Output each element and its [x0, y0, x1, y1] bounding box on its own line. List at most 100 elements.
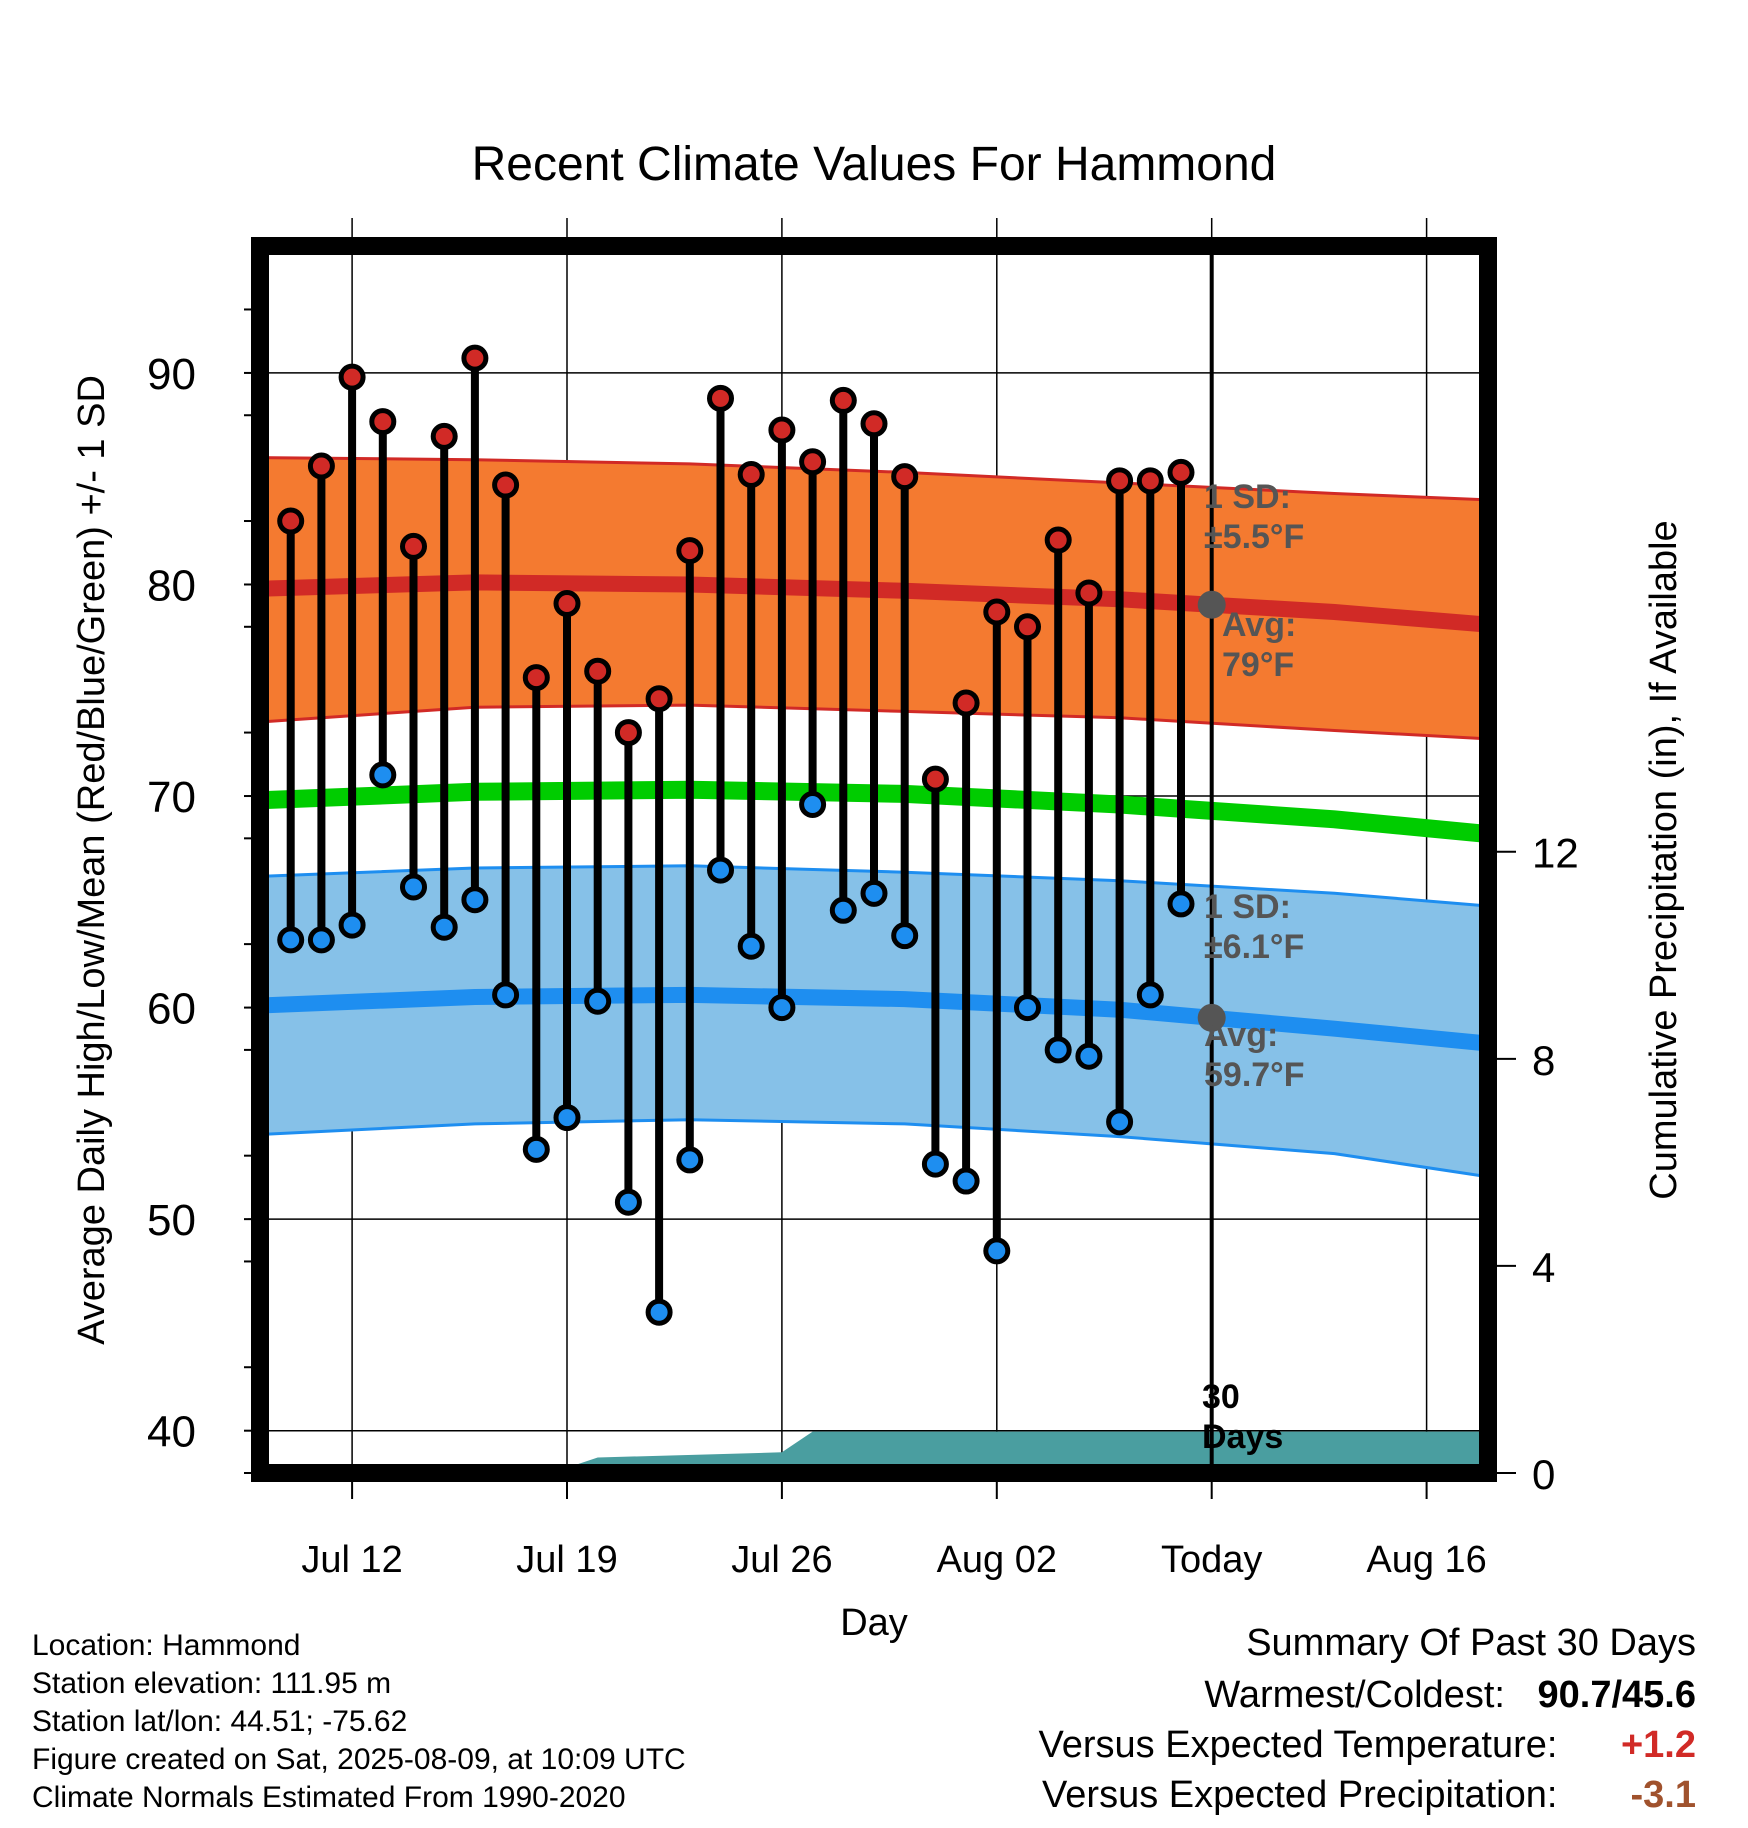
daily-low-marker: [584, 987, 612, 1015]
daily-low-marker: [400, 873, 427, 901]
summary-warmest-coldest: Warmest/Coldest: 90.7/45.6: [1204, 1674, 1696, 1717]
y2-tick-label: 8: [1532, 1037, 1555, 1084]
precipitation-label: Versus Expected Precipitation:: [1042, 1774, 1558, 1816]
x-tick-label: Today: [1161, 1539, 1262, 1581]
precip-cumulative-area: [260, 1431, 1488, 1473]
daily-high-marker: [400, 532, 427, 560]
daily-low-marker: [891, 922, 919, 950]
daily-low-marker: [829, 896, 857, 924]
daily-high-marker: [1075, 579, 1103, 607]
daily-low-marker: [338, 911, 366, 939]
daily-high-marker: [614, 719, 642, 747]
daily-low-marker: [1106, 1108, 1134, 1136]
daily-low-marker: [492, 981, 520, 1009]
low-sd-annotation-line1: 1 SD:: [1204, 888, 1291, 926]
y2-tick-label: 0: [1532, 1451, 1555, 1498]
daily-low-marker: [307, 926, 335, 954]
x-axis-label: Day: [840, 1602, 908, 1644]
daily-high-marker: [369, 408, 397, 436]
daily-high-marker: [1014, 613, 1041, 641]
x-tick-label: Jul 12: [301, 1539, 402, 1581]
today-marker: [1197, 237, 1226, 1473]
daily-low-marker: [737, 932, 765, 960]
daily-high-marker: [277, 507, 305, 535]
daily-high-marker: [307, 452, 335, 480]
daily-high-marker: [338, 363, 366, 391]
y-tick-label: 60: [147, 985, 196, 1034]
daily-low-marker: [369, 761, 397, 789]
daily-high-marker: [645, 685, 673, 713]
info-location: Location: Hammond: [32, 1629, 301, 1662]
daily-high-marker: [584, 657, 612, 685]
daily-high-marker: [891, 463, 919, 491]
daily-high-marker: [1136, 467, 1164, 495]
daily-high-marker: [522, 664, 550, 692]
daily-high-marker: [921, 765, 949, 793]
daily-high-marker: [829, 386, 857, 414]
info-normals: Climate Normals Estimated From 1990-2020: [32, 1781, 626, 1814]
daily-low-marker: [952, 1167, 980, 1195]
low-avg-annotation-line1: Avg:: [1204, 1016, 1278, 1054]
daily-high-marker: [707, 384, 734, 412]
high-avg-annotation-line1: Avg:: [1222, 606, 1296, 644]
daily-low-marker: [676, 1146, 704, 1174]
y-tick-label: 50: [147, 1196, 196, 1245]
daily-low-marker: [553, 1104, 581, 1132]
daily-high-marker: [1167, 458, 1195, 486]
daily-high-marker: [983, 598, 1011, 626]
daily-high-marker: [799, 448, 827, 476]
y-tick-label: 70: [147, 773, 196, 822]
daily-high-marker: [1106, 467, 1134, 495]
daily-high-marker: [461, 344, 489, 372]
y2-axis-label: Cumulative Precipitation (in), If Availa…: [1643, 520, 1685, 1199]
daily-low-marker: [921, 1150, 949, 1178]
info-elevation: Station elevation: 111.95 m: [32, 1667, 392, 1700]
chart-title: Recent Climate Values For Hammond: [472, 138, 1277, 191]
daily-low-marker: [768, 994, 796, 1022]
high-sd-annotation-line2: ±5.5°F: [1204, 518, 1304, 556]
daily-low-marker: [645, 1298, 673, 1326]
daily-high-marker: [676, 537, 704, 565]
y-tick-label: 40: [147, 1408, 196, 1457]
precipitation-area: [260, 1431, 1488, 1473]
daily-low-marker: [522, 1135, 550, 1163]
station-info: Location: Hammond Station elevation: 111…: [32, 1627, 686, 1817]
daily-high-marker: [492, 471, 520, 499]
info-latlon: Station lat/lon: 44.51; -75.62: [32, 1705, 408, 1738]
y-tick-label: 90: [147, 350, 196, 399]
low-sd-band-lower-edge: [260, 1118, 1488, 1179]
x-tick-label: Jul 26: [731, 1539, 832, 1581]
temperature-value: +1.2: [1620, 1724, 1696, 1766]
y-axis-label: Average Daily High/Low/Mean (Red/Blue/Gr…: [71, 375, 113, 1345]
daily-high-marker: [430, 422, 458, 450]
low-sd-annotation-line2: ±6.1°F: [1204, 928, 1304, 966]
daily-low-marker: [1167, 890, 1195, 918]
daily-low-marker: [614, 1188, 642, 1216]
daily-low-marker: [461, 886, 489, 914]
low-avg-line: [260, 986, 1488, 1052]
daily-low-marker: [430, 913, 458, 941]
y2-tick-label: 4: [1532, 1244, 1555, 1291]
daily-low-marker: [707, 856, 734, 884]
summary-precipitation: Versus Expected Precipitation: -3.1: [1042, 1774, 1696, 1817]
info-created: Figure created on Sat, 2025-08-09, at 10…: [32, 1743, 686, 1776]
summary-temperature: Versus Expected Temperature: +1.2: [1039, 1724, 1696, 1767]
days-annotation-line2: Days: [1202, 1418, 1283, 1456]
daily-low-marker: [860, 879, 888, 907]
daily-low-marker: [799, 790, 827, 818]
daily-high-marker: [952, 689, 980, 717]
y2-tick-label: 12: [1532, 830, 1579, 877]
high-avg-annotation-line2: 79°F: [1222, 646, 1294, 684]
days-annotation-line1: 30: [1202, 1378, 1240, 1416]
x-tick-label: Aug 02: [937, 1539, 1057, 1581]
daily-low-marker: [1075, 1042, 1103, 1070]
daily-high-marker: [553, 590, 581, 618]
daily-low-marker: [1136, 981, 1164, 1009]
daily-high-marker: [1044, 526, 1072, 554]
daily-high-marker: [860, 410, 888, 438]
summary-title: Summary Of Past 30 Days: [1246, 1622, 1696, 1664]
high-sd-annotation-line1: 1 SD:: [1204, 478, 1291, 516]
daily-low-marker: [983, 1237, 1011, 1265]
